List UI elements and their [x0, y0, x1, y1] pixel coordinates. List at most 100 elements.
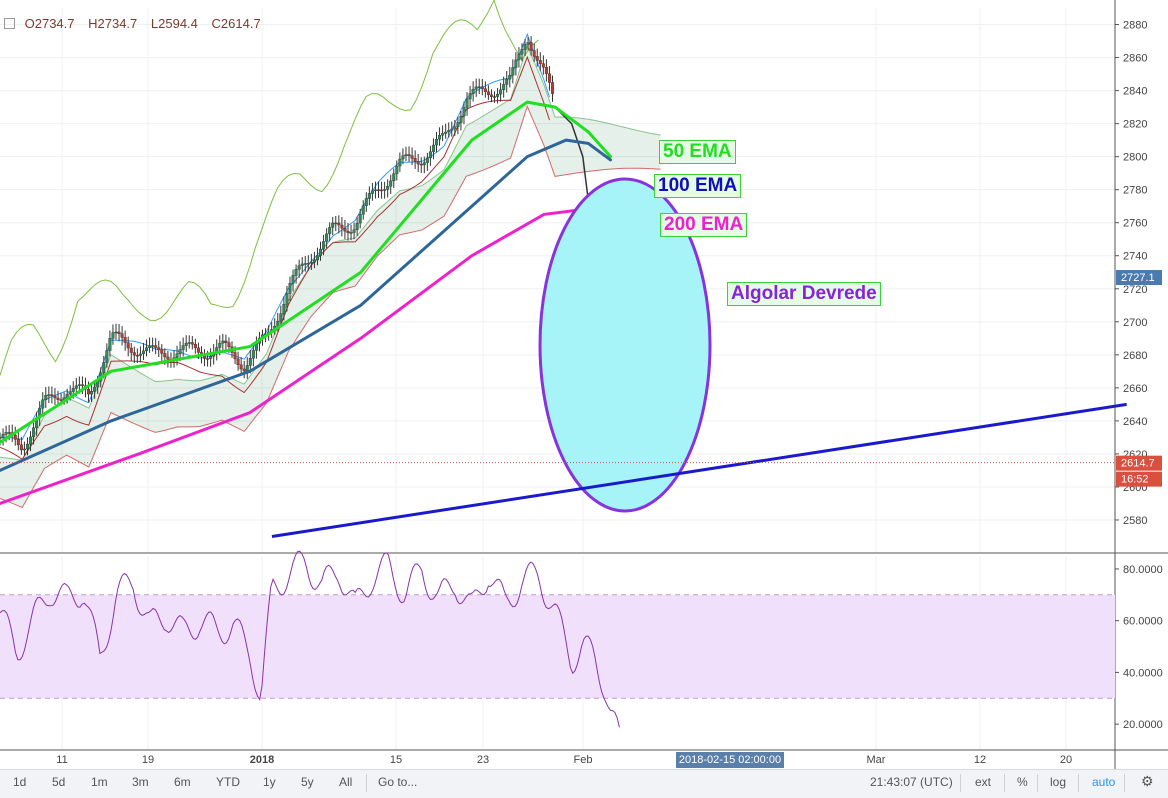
toolbar-divider [960, 774, 961, 792]
countdown-label-bg [1116, 471, 1162, 487]
range-5d[interactable]: 5d [52, 775, 66, 789]
candle-body [154, 345, 158, 348]
toolbar-divider [1037, 774, 1038, 792]
candle-body [493, 96, 497, 98]
candle-body [203, 356, 207, 359]
candle-body [447, 130, 451, 133]
candle-body [25, 443, 29, 450]
candle-body [489, 94, 493, 97]
candle-body [117, 331, 121, 334]
candle-body [312, 259, 316, 263]
candle-body [224, 340, 228, 343]
candle-body [22, 448, 26, 451]
ema-line-100 [0, 138, 612, 472]
candle-body [334, 222, 338, 225]
rsi-tick-label: 60.0000 [1123, 616, 1163, 628]
range-ytd[interactable]: YTD [216, 775, 240, 789]
range-5y[interactable]: 5y [301, 775, 314, 789]
candle-body [331, 222, 335, 228]
ext-toggle[interactable]: ext [975, 775, 992, 789]
ohlc-low: L2594.4 [150, 16, 198, 31]
candle-body [529, 42, 533, 51]
trendline-layer [0, 177, 1127, 538]
candle-body [438, 135, 442, 140]
candle-body [245, 365, 249, 372]
candle-body [93, 386, 97, 392]
price-tick-label: 2780 [1123, 185, 1147, 197]
chart-canvas[interactable]: 2580260026202640266026802700272027402760… [0, 0, 1168, 769]
candle-body [462, 107, 466, 117]
candle-body [465, 98, 469, 108]
candle-body [126, 342, 130, 349]
candle-body [251, 350, 255, 359]
candle-body [248, 357, 252, 366]
candle-body [282, 304, 286, 314]
time-tick-label: 15 [390, 754, 402, 766]
candle-body [547, 73, 551, 83]
candle-body [471, 89, 475, 94]
candle-body [90, 391, 94, 395]
candle-body [108, 338, 112, 351]
candle-body [239, 364, 243, 370]
candle-body [398, 158, 402, 167]
candle-body [486, 91, 490, 95]
support-trendline [271, 402, 1127, 538]
candle-body [87, 388, 91, 395]
candle-body [187, 342, 191, 344]
range-1m[interactable]: 1m [91, 775, 108, 789]
candle-body [477, 86, 481, 88]
candle-body [444, 131, 448, 134]
goto-button[interactable]: Go to... [378, 775, 418, 789]
candle-body [428, 151, 432, 159]
time-tick-label: 23 [477, 754, 489, 766]
candle-body [551, 82, 555, 94]
candle-body [514, 59, 518, 68]
range-3m[interactable]: 3m [132, 775, 149, 789]
candle-body [322, 241, 326, 250]
candle-body [419, 163, 423, 166]
candle-body [541, 63, 545, 68]
candle-body [129, 347, 133, 353]
candle-body [416, 161, 420, 165]
candle-body [496, 93, 500, 97]
candle-body [221, 340, 225, 344]
lagging-line [0, 0, 539, 376]
candle-body [145, 347, 149, 352]
candle-body [218, 342, 222, 348]
gear-icon[interactable]: ⚙ [1141, 773, 1154, 789]
price-tick-label: 2860 [1123, 53, 1147, 65]
range-1y[interactable]: 1y [263, 775, 276, 789]
candle-body [358, 214, 362, 224]
price-tick-label: 2720 [1123, 284, 1147, 296]
countdown-label: 16:52 [1121, 474, 1149, 486]
toolbar-divider [1078, 774, 1079, 792]
candle-body [532, 50, 536, 57]
label-ema200: 200 EMA [660, 213, 748, 237]
toolbar-divider [366, 774, 367, 792]
candle-body [178, 349, 182, 354]
time-tick-label: 19 [142, 754, 154, 766]
candle-body [404, 154, 408, 156]
price-tick-label: 2760 [1123, 218, 1147, 230]
range-all[interactable]: All [339, 775, 353, 789]
range-6m[interactable]: 6m [174, 775, 191, 789]
ohlc-open: O2734.7 [24, 16, 75, 31]
price-tick-label: 2740 [1123, 251, 1147, 263]
auto-toggle[interactable]: auto [1092, 775, 1116, 789]
candle-body [13, 434, 17, 440]
candle-body [364, 198, 368, 206]
candle-body [349, 232, 353, 234]
candle-body [279, 313, 283, 322]
range-1d[interactable]: 1d [13, 775, 27, 789]
candle-body [32, 427, 36, 438]
ohlc-close: C2614.7 [211, 16, 261, 31]
log-toggle[interactable]: log [1050, 775, 1067, 789]
percent-toggle[interactable]: % [1017, 775, 1028, 789]
candle-body [325, 233, 329, 242]
marker-price-label-bg [1116, 270, 1162, 286]
time-tick-label: Mar [867, 754, 886, 766]
candle-body [71, 388, 75, 392]
cloud-span-b [0, 104, 661, 509]
candle-body [535, 56, 539, 61]
candle-body [383, 189, 387, 191]
